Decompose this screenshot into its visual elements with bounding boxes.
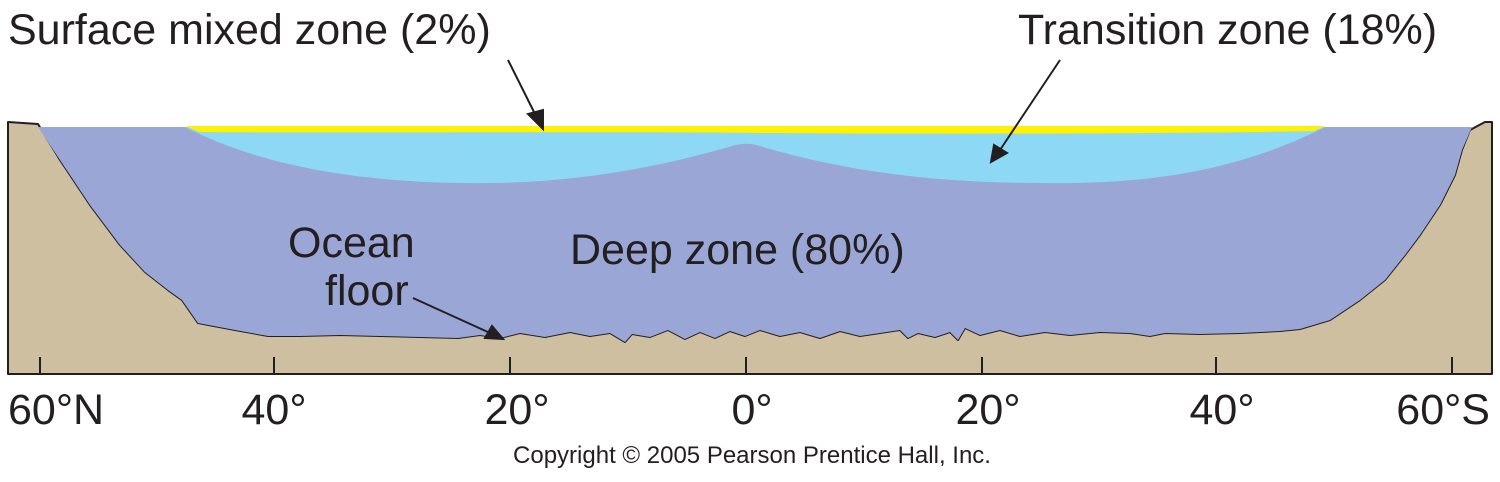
tick-label-60s: 60°S: [1396, 386, 1490, 434]
tick-label-0: 0°: [731, 386, 772, 434]
ocean-floor-label-line2: floor: [325, 267, 409, 315]
surface-zone-arrow-line: [507, 59, 537, 117]
tick-label-40s: 40°: [1189, 386, 1254, 434]
tick-label-20n: 20°: [484, 386, 549, 434]
deep-zone-label: Deep zone (80%): [570, 226, 905, 274]
transition-zone-label: Transition zone (18%): [1018, 6, 1437, 54]
latitude-tick-marks: [39, 357, 1453, 374]
tick-label-40n: 40°: [241, 386, 306, 434]
surface-mixed-zone-water: [185, 126, 1325, 134]
tick-label-60n: 60°N: [8, 386, 104, 434]
ocean-floor-label-line1: Ocean: [288, 219, 415, 267]
ocean-floor-arrow-head: [483, 324, 506, 341]
tick-label-20s: 20°: [955, 386, 1020, 434]
ocean-floor-arrow-line: [412, 297, 491, 334]
transition-zone-arrow-line: [999, 59, 1061, 151]
pointer-arrows: [412, 59, 1061, 341]
transition-zone-water: [185, 127, 1325, 184]
surface-zone-arrow-head: [526, 108, 544, 132]
surface-mixed-zone-label: Surface mixed zone (2%): [8, 6, 491, 54]
transition-zone-arrow-head: [989, 143, 1009, 164]
copyright-notice: Copyright © 2005 Pearson Prentice Hall, …: [513, 442, 991, 469]
